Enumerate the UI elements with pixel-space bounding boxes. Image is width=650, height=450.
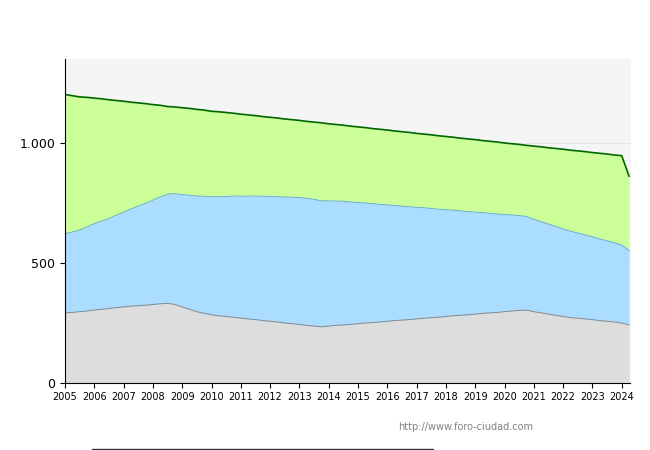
Text: Madrigal de las Altas Torres - Evolucion de la poblacion en edad de Trabajar May: Madrigal de las Altas Torres - Evolucion… <box>58 21 592 33</box>
Legend: Ocupados, Parados, Hab. entre 16-64: Ocupados, Parados, Hab. entre 16-64 <box>92 449 434 450</box>
Text: http://www.foro-ciudad.com: http://www.foro-ciudad.com <box>398 422 533 432</box>
